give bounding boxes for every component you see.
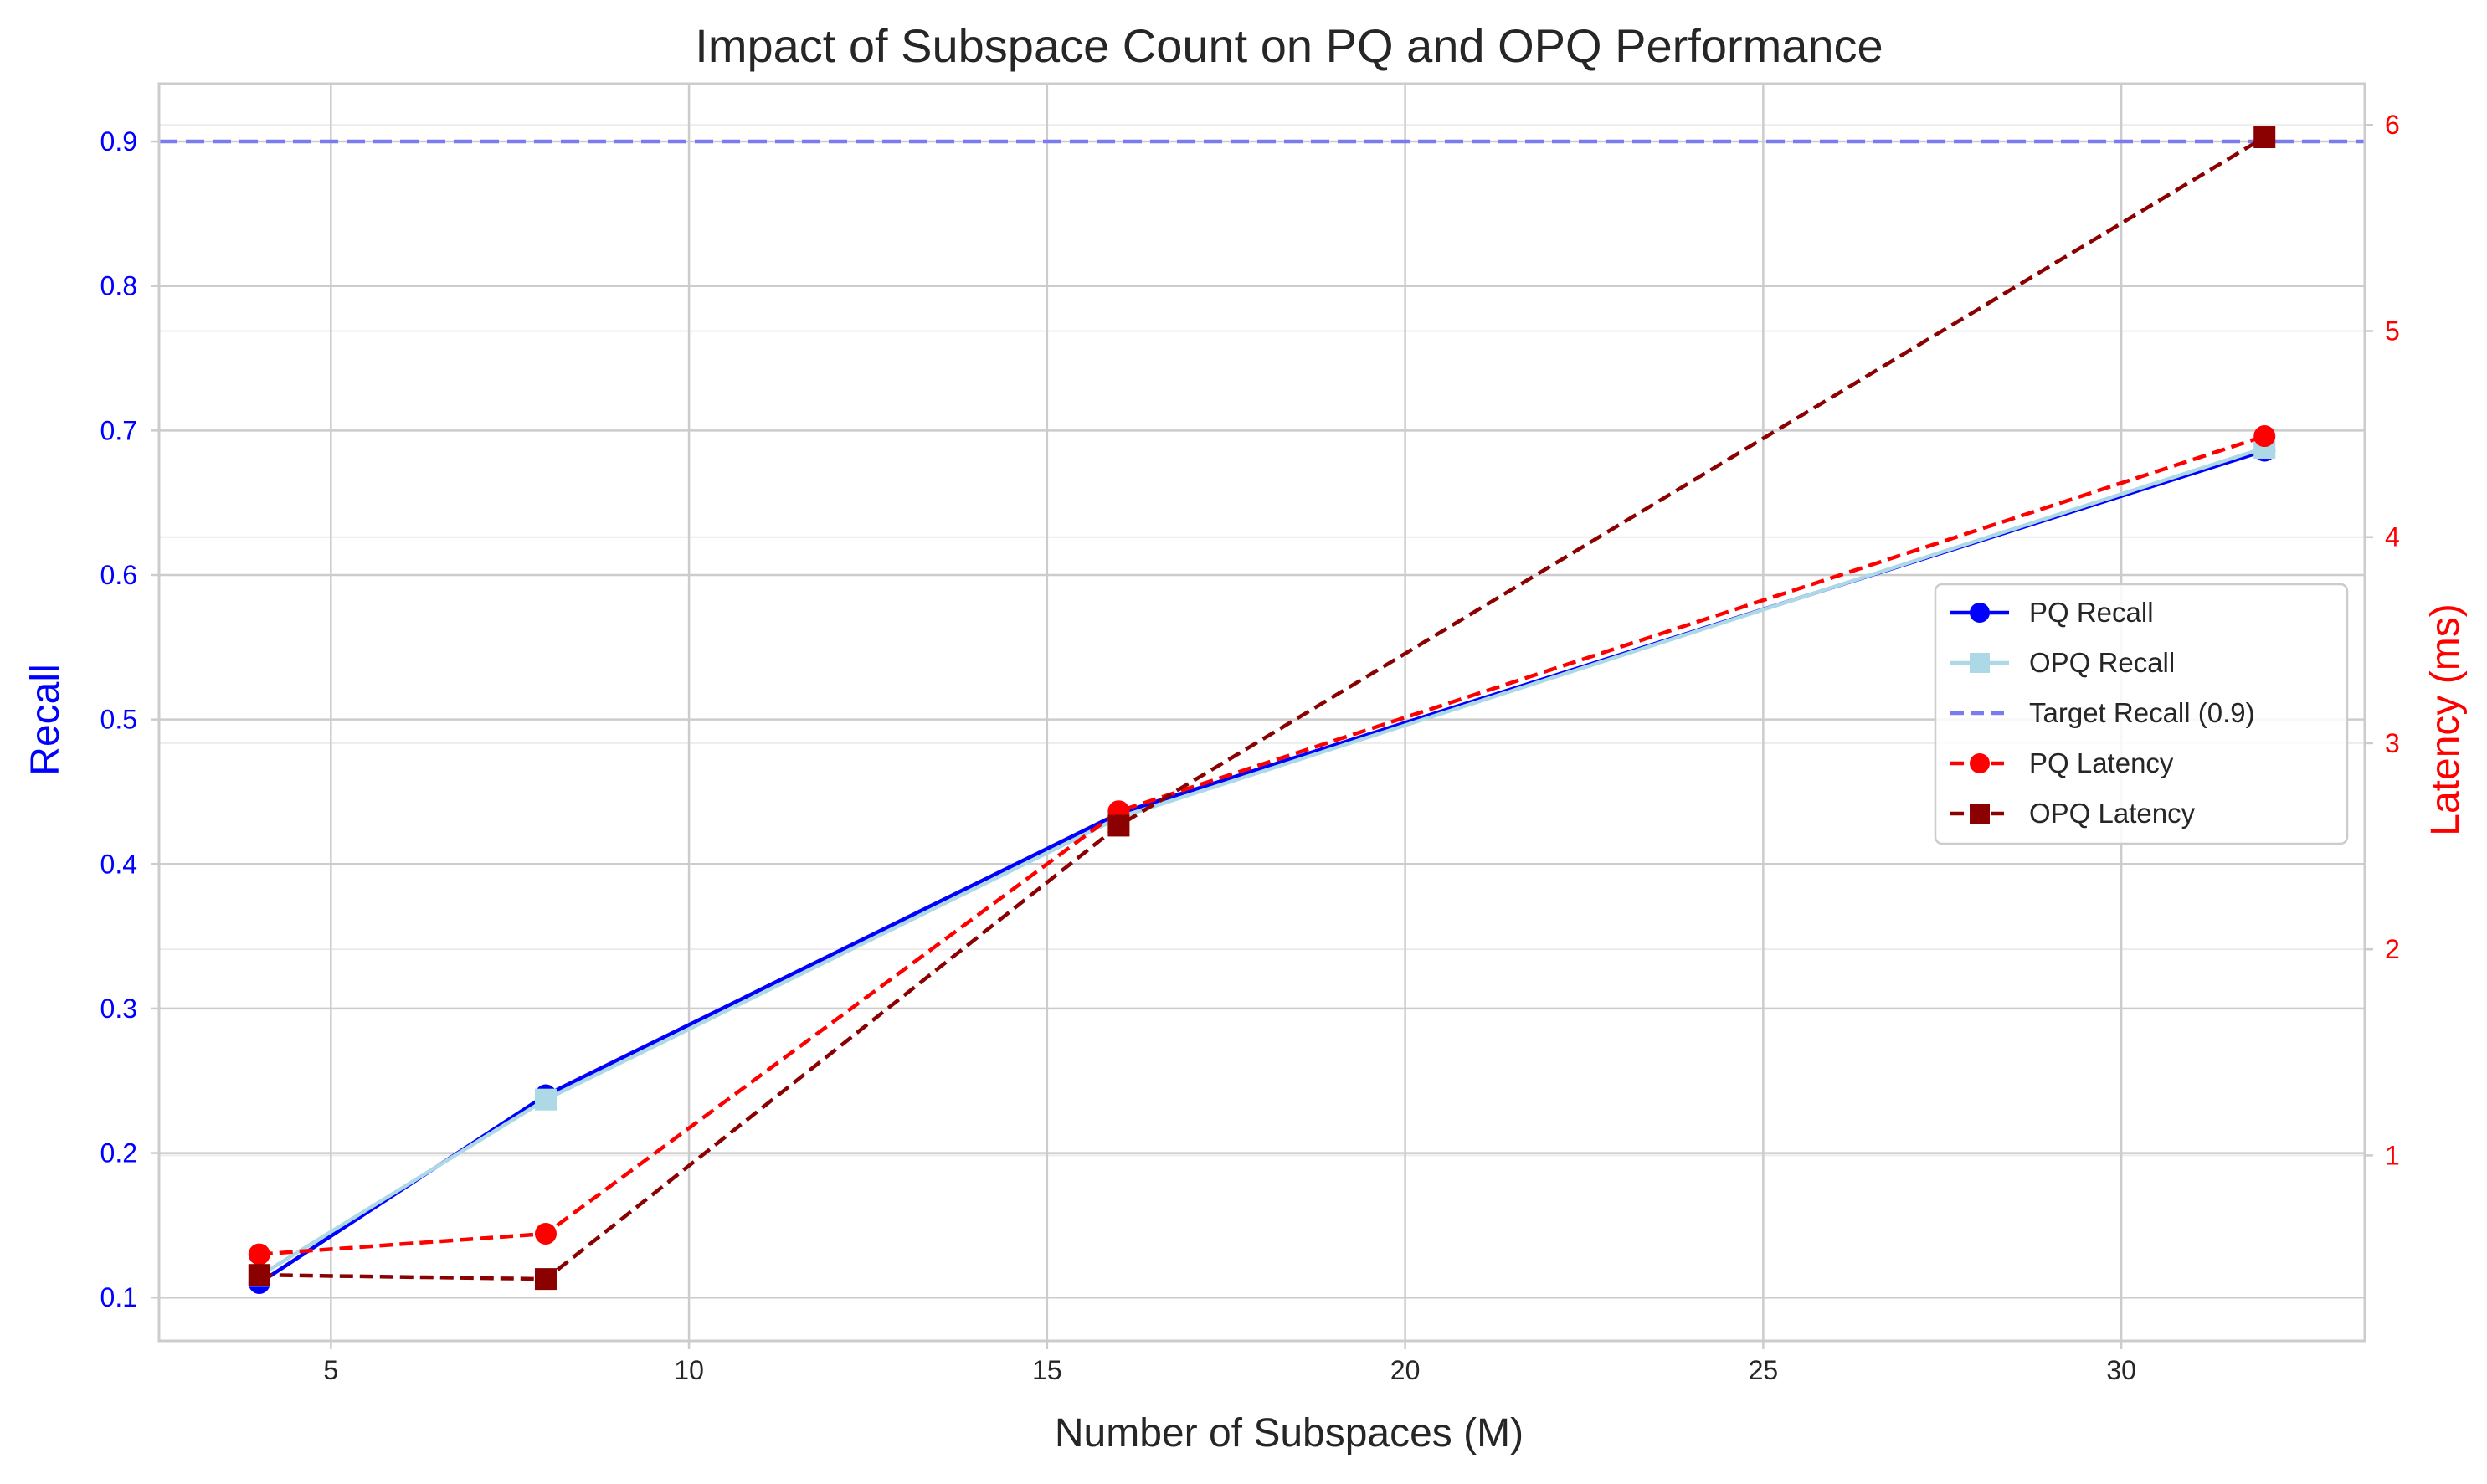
data-point-pq-latency [534,1222,557,1245]
legend-label-target-recall-0-9: Target Recall (0.9) [2029,697,2255,728]
x-tick-label: 30 [2106,1355,2136,1385]
legend-label-pq-latency: PQ Latency [2029,747,2174,778]
legend-box [1934,583,2349,845]
series-line-opq-latency [259,136,2266,1281]
x-tick-label: 25 [1749,1355,1779,1385]
grid [159,84,2365,1341]
series-line-pq-latency [259,434,2265,1256]
y-tick-label: 0.1 [100,1282,137,1312]
x-tick-label: 15 [1032,1355,1062,1385]
chart-title: Impact of Subspace Count on PQ and OPQ P… [695,19,1883,72]
series-line-opq-recall [258,445,2265,1278]
x-tick-label: 10 [674,1355,704,1385]
y-tick-label: 0.8 [100,271,137,301]
x-tick-label: 5 [323,1355,338,1385]
data-point-pq-latency [248,1243,270,1266]
y2-tick-label: 5 [2385,316,2400,346]
legend-label-opq-recall: OPQ Recall [2029,647,2175,678]
y-tick-label: 0.5 [100,705,137,735]
y2-tick-label: 6 [2385,110,2400,140]
y2-tick-label: 2 [2385,934,2400,964]
y2-tick-label: 1 [2385,1140,2400,1170]
y-tick-label: 0.4 [100,849,137,879]
y2-axis-label: Latency (ms) [2423,603,2468,835]
y2-tick-label: 3 [2385,728,2400,758]
y-tick-label: 0.6 [100,560,137,590]
legend-label-opq-latency: OPQ Latency [2029,798,2196,829]
tick-labels: 5 10 15 20 25 300.10.20.30.40.50.60.70.80.912… [100,110,2400,1385]
legend-marker-pq-latency [1970,753,1990,773]
legend-marker-opq-latency [1970,804,1990,824]
plot-frame [157,82,2366,1343]
legend-marker-opq-recall [1970,653,1990,673]
y-axis-label: Recall [23,664,68,775]
data-point-pq-latency [2253,425,2276,448]
data-point-opq-latency [1107,814,1130,837]
plot-border [157,82,2366,1343]
x-tick-label: 20 [1390,1355,1421,1385]
y-tick-label: 0.2 [100,1138,137,1168]
y2-tick-label: 4 [2385,522,2400,552]
y-tick-label: 0.9 [100,126,137,157]
y-tick-label: 0.7 [100,415,137,445]
data-point-opq-recall [534,1088,557,1111]
series-lines [248,126,2276,1294]
legend: PQ Recall OPQ Recall Target Recall (0.9) PQ… [1934,583,2349,845]
y-tick-label: 0.3 [100,994,137,1024]
data-point-opq-latency [248,1264,270,1286]
legend-label-pq-recall: PQ Recall [2029,597,2154,628]
data-point-opq-latency [534,1268,557,1291]
legend-marker-pq-recall [1970,603,1990,623]
data-point-opq-latency [2253,126,2276,149]
x-axis-label: Number of Subspaces (M) [1055,1411,1524,1456]
